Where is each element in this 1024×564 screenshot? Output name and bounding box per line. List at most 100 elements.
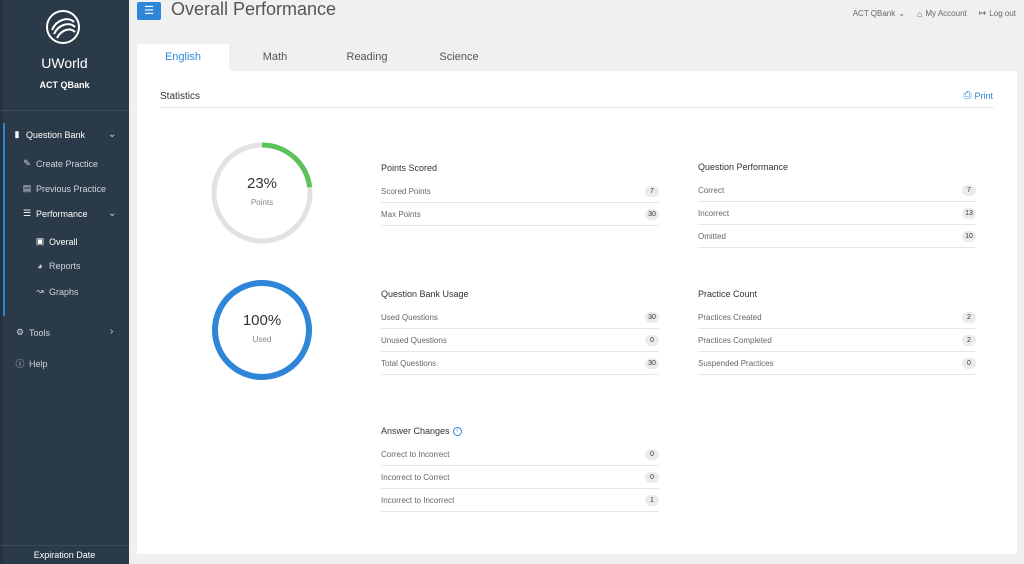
points-progress-arc	[211, 142, 313, 244]
stat-badge: 13	[962, 207, 976, 219]
stat-label: Incorrect	[698, 208, 730, 218]
subject-tabs: English Math Reading Science	[137, 44, 505, 71]
stat-badge: 10	[962, 230, 976, 242]
active-section-indicator	[3, 123, 5, 316]
sidebar-item-label: Help	[29, 358, 48, 369]
sidebar-item-graphs[interactable]: ↝ Graphs	[35, 286, 79, 297]
tab-science[interactable]: Science	[439, 51, 479, 63]
sidebar-item-previous-practice[interactable]: ▤ Previous Practice	[22, 183, 106, 194]
stat-row: Max Points 30	[381, 203, 659, 226]
stat-row: Incorrect to Correct 0	[381, 466, 659, 489]
edit-icon: ✎	[23, 158, 31, 168]
group-title: Practice Count	[698, 289, 758, 299]
stat-row: Suspended Practices 0	[698, 352, 976, 375]
usage-percent: 100%	[242, 312, 282, 329]
points-scored-group: Points Scored Scored Points 7 Max Points…	[381, 156, 659, 226]
stat-row: Incorrect to Incorrect 1	[381, 489, 659, 512]
stat-row: Scored Points 7	[381, 180, 659, 203]
top-links: ACT QBank ⌄ ⌂ My Account ↦ Log out	[841, 8, 1016, 19]
print-label: Print	[974, 90, 993, 101]
usage-donut: 100% Used	[210, 278, 314, 382]
my-account-link[interactable]: ⌂ My Account	[917, 9, 967, 19]
logout-icon: ↦	[978, 8, 987, 18]
my-account-label: My Account	[925, 9, 967, 18]
sidebar-item-create-practice[interactable]: ✎ Create Practice	[22, 158, 98, 169]
sidebar-edge	[0, 0, 3, 564]
performance-icon: ☰	[22, 208, 32, 218]
tab-reading[interactable]: Reading	[346, 51, 388, 63]
sidebar-item-question-bank[interactable]: ▮ Question Bank	[12, 129, 86, 140]
qbank-menu[interactable]: ACT QBank ⌄	[853, 9, 905, 18]
sidebar-item-label: Tools	[29, 327, 51, 338]
stat-label: Incorrect to Correct	[381, 472, 450, 482]
sidebar-item-label: Create Practice	[36, 158, 99, 169]
points-percent: 23%	[246, 175, 278, 192]
stat-row: Correct 7	[698, 179, 976, 202]
sidebar-item-reports[interactable]: ◕ Reports	[35, 261, 81, 271]
usage-donut-chart	[212, 280, 312, 380]
tab-english[interactable]: English	[137, 44, 229, 71]
points-donut-chart	[211, 142, 313, 244]
stat-row: Practices Completed 2	[698, 329, 976, 352]
sidebar-item-label: Question Bank	[26, 129, 86, 140]
sidebar-item-label: Graphs	[49, 286, 79, 297]
sidebar: UWorld ACT QBank ▮ Question Bank ⌄ ✎ Cre…	[0, 0, 129, 564]
stat-label: Incorrect to Incorrect	[381, 495, 455, 505]
chevron-right-icon[interactable]: ›	[110, 326, 114, 337]
group-title: Points Scored	[381, 163, 438, 173]
help-icon: ⓘ	[15, 359, 25, 369]
menu-toggle-button[interactable]: ☰	[137, 2, 161, 20]
sidebar-item-label: Reports	[49, 261, 81, 271]
stat-row: Incorrect 13	[698, 202, 976, 225]
sidebar-item-label: Previous Practice	[36, 183, 107, 194]
stat-row: Used Questions 30	[381, 306, 659, 329]
chevron-down-icon[interactable]: ⌄	[108, 129, 117, 140]
stat-row: Correct to Incorrect 0	[381, 443, 659, 466]
stat-row: Practices Created 2	[698, 306, 976, 329]
question-performance-group: Question Performance Correct 7 Incorrect…	[698, 155, 976, 248]
stat-label: Used Questions	[381, 312, 438, 322]
sidebar-item-overall[interactable]: ▣ Overall	[35, 236, 78, 247]
group-title: Question Performance	[698, 162, 789, 172]
logout-link[interactable]: ↦ Log out	[979, 8, 1016, 19]
question-bank-usage-group: Question Bank Usage Used Questions 30 Un…	[381, 282, 659, 375]
sidebar-item-performance[interactable]: ☰ Performance	[22, 208, 88, 219]
stat-label: Practices Completed	[698, 335, 772, 345]
stat-label: Scored Points	[381, 186, 431, 196]
stat-label: Unused Questions	[381, 335, 447, 345]
logout-label: Log out	[989, 9, 1016, 18]
stat-row: Total Questions 30	[381, 352, 659, 375]
product-name: ACT QBank	[39, 80, 90, 90]
stat-badge: 0	[962, 357, 976, 369]
stat-label: Total Questions	[381, 358, 437, 368]
chevron-down-icon[interactable]: ⌄	[108, 208, 117, 219]
group-title-label: Answer Changes	[381, 426, 450, 436]
stat-label: Suspended Practices	[698, 358, 774, 368]
home-icon: ⌂	[916, 8, 923, 19]
print-button[interactable]: ⎙ Print	[963, 90, 993, 101]
sidebar-item-tools[interactable]: ⚙ Tools	[15, 327, 50, 338]
tools-icon: ⚙	[15, 327, 25, 337]
practice-count-group: Practice Count Practices Created 2 Pract…	[698, 282, 976, 375]
document-icon: ▮	[14, 129, 20, 139]
stat-badge: 0	[645, 448, 659, 460]
statistics-divider	[160, 107, 994, 108]
pie-chart-icon: ◕	[37, 261, 43, 271]
points-label: Points	[250, 198, 274, 207]
usage-progress-arc	[212, 280, 312, 380]
stat-badge: 7	[962, 184, 976, 196]
sidebar-divider	[0, 110, 129, 111]
info-icon[interactable]: i	[452, 426, 462, 436]
stat-label: Practices Created	[698, 312, 762, 322]
tab-math[interactable]: Math	[262, 51, 288, 63]
group-title: Answer Changes i	[381, 419, 659, 443]
usage-label: Used	[252, 335, 272, 344]
sidebar-item-label: Overall	[49, 236, 78, 247]
sidebar-item-help[interactable]: ⓘ Help	[15, 357, 48, 370]
uworld-logo-icon	[46, 10, 80, 44]
sidebar-divider	[0, 545, 129, 546]
brand-name: UWorld	[41, 55, 88, 71]
page-title: Overall Performance	[171, 0, 337, 19]
printer-icon: ⎙	[963, 90, 972, 101]
hamburger-icon: ☰	[144, 5, 154, 17]
